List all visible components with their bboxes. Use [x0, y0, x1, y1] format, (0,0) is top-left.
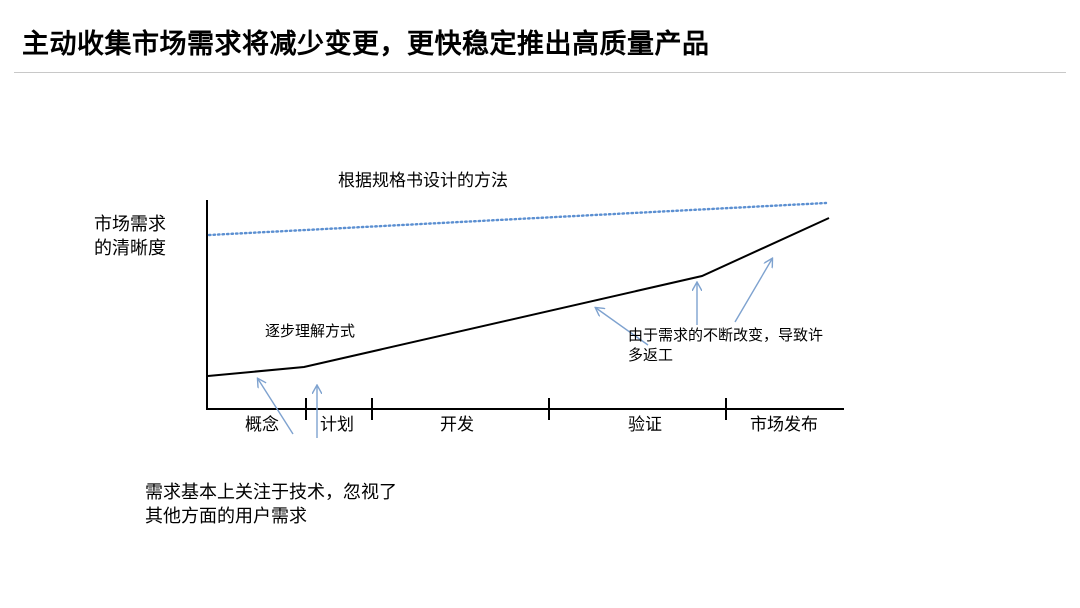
y-axis-label-line: 的清晰度	[94, 238, 166, 260]
change-annotation: 由于需求的不断改变，导致许 多返工	[628, 325, 823, 366]
dotted-clarity-line	[207, 201, 828, 237]
title-divider	[14, 72, 1066, 73]
phase-label-plan: 计划	[320, 415, 354, 435]
phase-label-development: 开发	[440, 415, 474, 435]
phase-label-concept: 概念	[245, 415, 279, 435]
solid-clarity-curve	[207, 217, 830, 377]
annotation-arrow	[596, 308, 649, 346]
curve-label: 逐步理解方式	[265, 322, 356, 340]
slide-title: 主动收集市场需求将减少变更，更快稳定推出高质量产品	[22, 29, 710, 60]
y-axis-label: 市场需求 的清晰度	[94, 213, 166, 262]
bottom-annotation: 需求基本上关注于技术，忽视了 其他方面的用户需求	[145, 481, 397, 530]
annotation-arrow	[734, 259, 772, 323]
y-axis-label-line: 市场需求	[94, 214, 166, 235]
bottom-annotation-line: 需求基本上关注于技术，忽视了	[145, 482, 397, 503]
change-annotation-line: 由于需求的不断改变，导致许	[628, 326, 824, 344]
diagram-title: 根据规格书设计的方法	[338, 171, 508, 191]
bottom-annotation-line: 其他方面的用户需求	[145, 506, 307, 528]
annotation-arrow	[258, 379, 294, 435]
phase-label-launch: 市场发布	[750, 415, 818, 435]
change-annotation-line: 多返工	[628, 346, 674, 365]
phase-label-verification: 验证	[628, 415, 662, 435]
